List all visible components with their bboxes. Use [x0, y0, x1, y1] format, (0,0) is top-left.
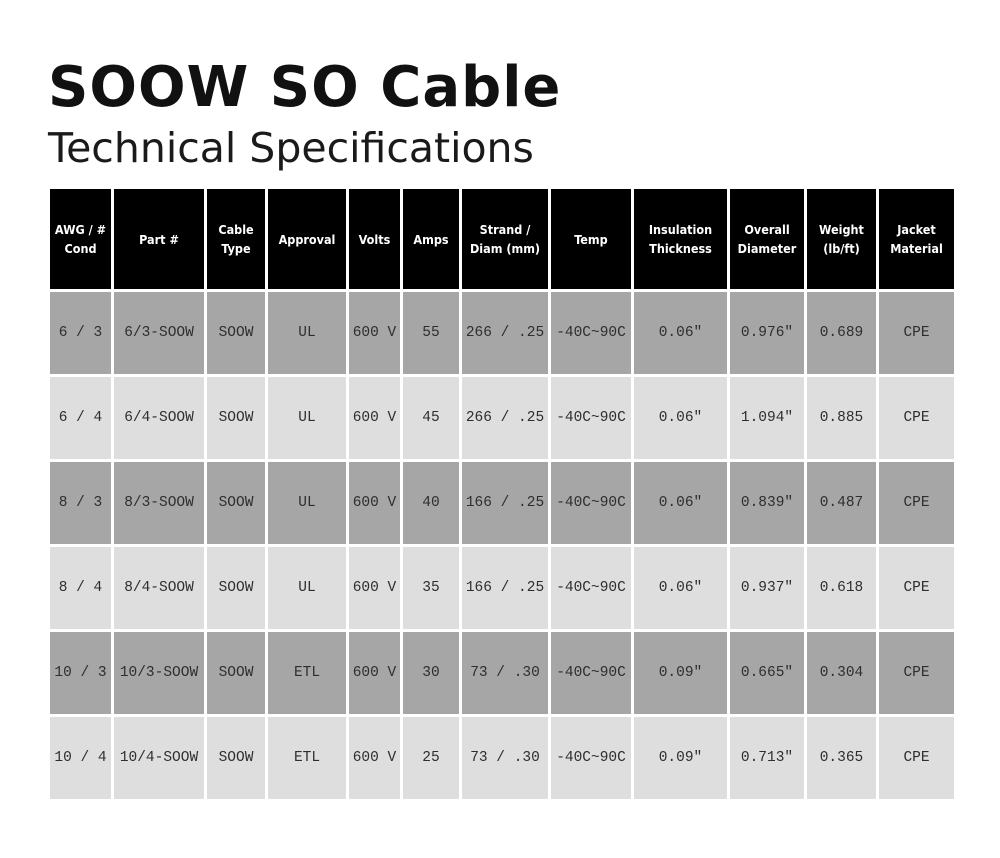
cell-volts: 600 V: [349, 717, 400, 799]
cell-volts: 600 V: [349, 377, 400, 459]
cell-jacket-material: CPE: [879, 547, 954, 629]
cell-part-number: 10/3-SOOW: [114, 632, 204, 714]
cell-strand-diam: 73 / .30: [462, 717, 548, 799]
header-strand-diam: Strand / Diam (mm): [462, 189, 548, 289]
header-overall-diameter: Overall Diameter: [730, 189, 804, 289]
cell-awg-cond: 6 / 4: [50, 377, 111, 459]
cell-weight: 0.885: [807, 377, 876, 459]
cell-insulation-thickness: 0.06": [634, 377, 727, 459]
cell-overall-diameter: 0.839": [730, 462, 804, 544]
cell-volts: 600 V: [349, 292, 400, 374]
cell-approval: UL: [268, 547, 346, 629]
cell-overall-diameter: 1.094": [730, 377, 804, 459]
cell-strand-diam: 73 / .30: [462, 632, 548, 714]
cell-temp: -40C~90C: [551, 632, 631, 714]
header-volts: Volts: [349, 189, 400, 289]
header-amps: Amps: [403, 189, 459, 289]
table-header-row: AWG / # Cond Part # Cable Type Approval …: [50, 189, 954, 289]
table-row: 6 / 4 6/4-SOOW SOOW UL 600 V 45 266 / .2…: [50, 377, 954, 459]
cell-jacket-material: CPE: [879, 717, 954, 799]
cell-cable-type: SOOW: [207, 632, 265, 714]
cell-part-number: 6/4-SOOW: [114, 377, 204, 459]
cell-part-number: 10/4-SOOW: [114, 717, 204, 799]
cell-temp: -40C~90C: [551, 717, 631, 799]
cell-strand-diam: 166 / .25: [462, 462, 548, 544]
cell-awg-cond: 10 / 3: [50, 632, 111, 714]
cell-cable-type: SOOW: [207, 377, 265, 459]
cell-insulation-thickness: 0.06": [634, 547, 727, 629]
cell-amps: 55: [403, 292, 459, 374]
cell-overall-diameter: 0.937": [730, 547, 804, 629]
cell-cable-type: SOOW: [207, 292, 265, 374]
cell-awg-cond: 6 / 3: [50, 292, 111, 374]
cell-volts: 600 V: [349, 632, 400, 714]
cell-awg-cond: 8 / 4: [50, 547, 111, 629]
cell-weight: 0.618: [807, 547, 876, 629]
cell-jacket-material: CPE: [879, 462, 954, 544]
header-insulation-thickness: Insulation Thickness: [634, 189, 727, 289]
cell-jacket-material: CPE: [879, 292, 954, 374]
cell-cable-type: SOOW: [207, 547, 265, 629]
cell-volts: 600 V: [349, 462, 400, 544]
cell-jacket-material: CPE: [879, 377, 954, 459]
cell-approval: UL: [268, 462, 346, 544]
cell-overall-diameter: 0.976": [730, 292, 804, 374]
cell-approval: UL: [268, 292, 346, 374]
cell-temp: -40C~90C: [551, 462, 631, 544]
header-awg-cond: AWG / # Cond: [50, 189, 111, 289]
cell-amps: 30: [403, 632, 459, 714]
cell-overall-diameter: 0.665": [730, 632, 804, 714]
cell-approval: ETL: [268, 717, 346, 799]
cell-weight: 0.487: [807, 462, 876, 544]
cell-part-number: 6/3-SOOW: [114, 292, 204, 374]
cell-cable-type: SOOW: [207, 717, 265, 799]
cell-strand-diam: 266 / .25: [462, 292, 548, 374]
cell-weight: 0.365: [807, 717, 876, 799]
cell-strand-diam: 266 / .25: [462, 377, 548, 459]
cell-temp: -40C~90C: [551, 292, 631, 374]
cell-temp: -40C~90C: [551, 377, 631, 459]
cell-awg-cond: 10 / 4: [50, 717, 111, 799]
header-cable-type: Cable Type: [207, 189, 265, 289]
table-row: 10 / 4 10/4-SOOW SOOW ETL 600 V 25 73 / …: [50, 717, 954, 799]
cell-amps: 45: [403, 377, 459, 459]
cell-jacket-material: CPE: [879, 632, 954, 714]
table-row: 8 / 4 8/4-SOOW SOOW UL 600 V 35 166 / .2…: [50, 547, 954, 629]
cell-overall-diameter: 0.713": [730, 717, 804, 799]
cell-insulation-thickness: 0.06": [634, 292, 727, 374]
cell-insulation-thickness: 0.09": [634, 632, 727, 714]
cell-part-number: 8/4-SOOW: [114, 547, 204, 629]
table-row: 8 / 3 8/3-SOOW SOOW UL 600 V 40 166 / .2…: [50, 462, 954, 544]
header-jacket-material: Jacket Material: [879, 189, 954, 289]
cell-volts: 600 V: [349, 547, 400, 629]
cell-insulation-thickness: 0.09": [634, 717, 727, 799]
cell-insulation-thickness: 0.06": [634, 462, 727, 544]
cell-weight: 0.689: [807, 292, 876, 374]
cell-amps: 35: [403, 547, 459, 629]
cell-amps: 40: [403, 462, 459, 544]
cell-amps: 25: [403, 717, 459, 799]
page-title: SOOW SO Cable: [48, 55, 562, 120]
cell-part-number: 8/3-SOOW: [114, 462, 204, 544]
cell-approval: ETL: [268, 632, 346, 714]
cell-cable-type: SOOW: [207, 462, 265, 544]
cell-weight: 0.304: [807, 632, 876, 714]
table-row: 10 / 3 10/3-SOOW SOOW ETL 600 V 30 73 / …: [50, 632, 954, 714]
cell-strand-diam: 166 / .25: [462, 547, 548, 629]
header-part-number: Part #: [114, 189, 204, 289]
header-temp: Temp: [551, 189, 631, 289]
spec-table: AWG / # Cond Part # Cable Type Approval …: [47, 186, 957, 802]
table-row: 6 / 3 6/3-SOOW SOOW UL 600 V 55 266 / .2…: [50, 292, 954, 374]
cell-temp: -40C~90C: [551, 547, 631, 629]
header-weight: Weight (lb/ft): [807, 189, 876, 289]
cell-awg-cond: 8 / 3: [50, 462, 111, 544]
page-subtitle: Technical Specifications: [48, 124, 534, 172]
header-approval: Approval: [268, 189, 346, 289]
cell-approval: UL: [268, 377, 346, 459]
